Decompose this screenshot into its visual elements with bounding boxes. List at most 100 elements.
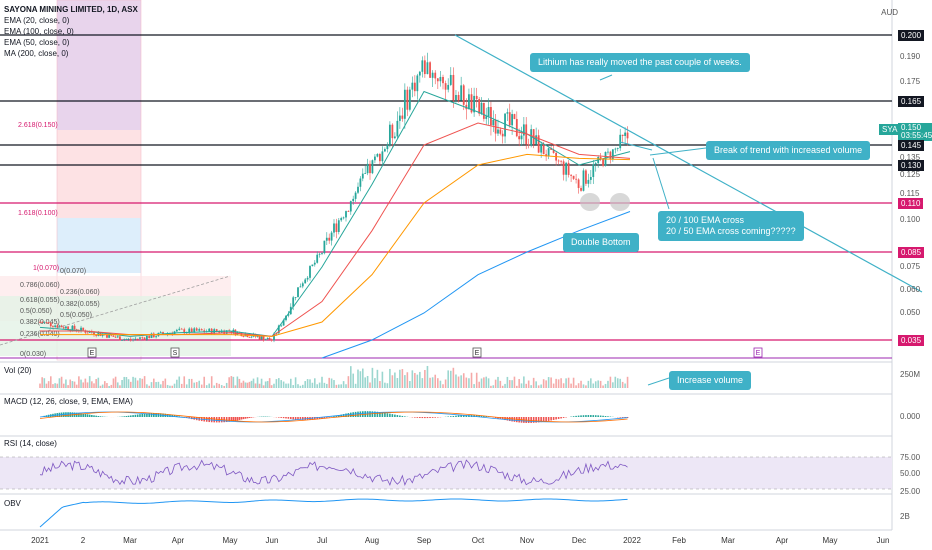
volume-bar [73, 381, 76, 388]
candle-body [413, 82, 416, 92]
candle-body [401, 115, 404, 119]
volume-bar [328, 377, 330, 388]
obv-line [39, 498, 628, 528]
macd-histogram-bar [506, 417, 509, 421]
candle-body [323, 240, 326, 254]
time-axis-label: Oct [471, 536, 485, 545]
volume-bar [210, 376, 213, 388]
legend-ema20[interactable]: EMA (20, close, 0) [4, 16, 70, 25]
candle-body [297, 287, 299, 298]
volume-bar [104, 381, 106, 388]
volume-bar [93, 383, 95, 388]
volume-bar [318, 382, 321, 388]
macd-histogram-bar [99, 416, 102, 417]
annotation-ema-cross[interactable]: 20 / 100 EMA cross 20 / 50 EMA cross com… [658, 211, 804, 241]
candle-body [567, 162, 570, 175]
rsi-axis-50: 50.00 [900, 469, 921, 478]
macd-histogram-bar [278, 417, 280, 418]
candle-body [497, 129, 499, 134]
annotation-break-trend[interactable]: Break of trend with increased volume [706, 141, 871, 160]
macd-histogram-bar [431, 417, 434, 418]
macd-histogram-bar [462, 415, 465, 417]
fib-trendline [0, 275, 231, 346]
volume-bar [198, 380, 201, 388]
candle-body [262, 336, 265, 341]
volume-bar [116, 382, 119, 388]
volume-bar [80, 379, 82, 388]
candle-body [119, 336, 121, 341]
legend-ema50[interactable]: EMA (50, close, 0) [4, 38, 70, 47]
volume-bar [314, 378, 316, 388]
macd-histogram-bar [213, 417, 215, 423]
macd-histogram-bar [371, 411, 374, 417]
candle-body [501, 133, 504, 137]
legend-ma200[interactable]: MA (200, close, 0) [4, 49, 69, 58]
macd-histogram-bar [362, 411, 364, 417]
volume-bar [447, 370, 449, 388]
candle-body [439, 76, 442, 82]
candle-body [614, 148, 617, 150]
candle-body [527, 144, 530, 146]
volume-bar [180, 383, 183, 388]
time-axis-label: Mar [123, 536, 137, 545]
candle-body [550, 148, 553, 150]
price-axis-label: 0.050 [900, 308, 921, 317]
volume-bar [330, 378, 333, 388]
macd-histogram-bar [394, 414, 396, 417]
macd-histogram-bar [215, 417, 218, 423]
annotation-lithium[interactable]: Lithium has really moved the past couple… [530, 53, 750, 72]
macd-histogram-bar [299, 417, 302, 420]
candle-body [436, 78, 439, 82]
candle-body [580, 187, 582, 191]
annotation-double-bottom[interactable]: Double Bottom [563, 233, 639, 252]
volume-bar [246, 382, 249, 388]
volume-bar [270, 385, 273, 388]
volume-group [39, 365, 629, 388]
candle-body [208, 328, 211, 332]
volume-bar [155, 382, 157, 388]
macd-histogram-bar [287, 417, 290, 419]
candle-body [250, 336, 253, 338]
candle-body [292, 297, 295, 307]
annotation-increase-volume[interactable]: Increase volume [669, 371, 752, 390]
candle-body [316, 254, 319, 263]
candle-body [442, 76, 444, 84]
price-tag: 0.110 [898, 198, 924, 209]
candle-body [361, 173, 364, 179]
volume-bar [540, 384, 542, 388]
macd-histogram-bar [285, 417, 287, 419]
candle-body [475, 95, 478, 100]
chart-legend: SAYONA MINING LIMITED, 1D, ASX EMA (20, … [4, 4, 138, 59]
candle-body [309, 266, 311, 278]
candle-body [379, 154, 381, 162]
candle-body [364, 173, 367, 174]
current-price-tag: 0.150 03:55:45 [898, 123, 932, 141]
candle-body [333, 223, 335, 233]
candle-body [43, 322, 46, 324]
volume-bar [108, 385, 110, 388]
candle-body [266, 337, 269, 340]
price-axis-label: 0.100 [900, 215, 921, 224]
candle-body [56, 325, 59, 328]
volume-bar [86, 382, 89, 388]
volume-bar [475, 372, 478, 388]
candle-body [518, 136, 521, 140]
macd-histogram-bar [478, 415, 480, 417]
fib-label-left: 0(0.030) [20, 351, 46, 358]
candle-body [58, 325, 61, 328]
legend-ema100[interactable]: EMA (100, close, 0) [4, 27, 74, 36]
macd-histogram-bar [555, 417, 557, 420]
candle-body [175, 329, 178, 332]
macd-histogram-bar [449, 416, 452, 417]
volume-bar [97, 377, 100, 388]
volume-bar [516, 385, 518, 388]
volume-bar [127, 379, 130, 388]
candle-body [444, 83, 447, 90]
volume-bar [389, 368, 391, 388]
macd-histogram-bar [585, 415, 587, 417]
candle-body [45, 322, 48, 324]
candle-body [193, 328, 196, 333]
macd-histogram-bar [424, 417, 426, 419]
candle-body [552, 149, 555, 153]
